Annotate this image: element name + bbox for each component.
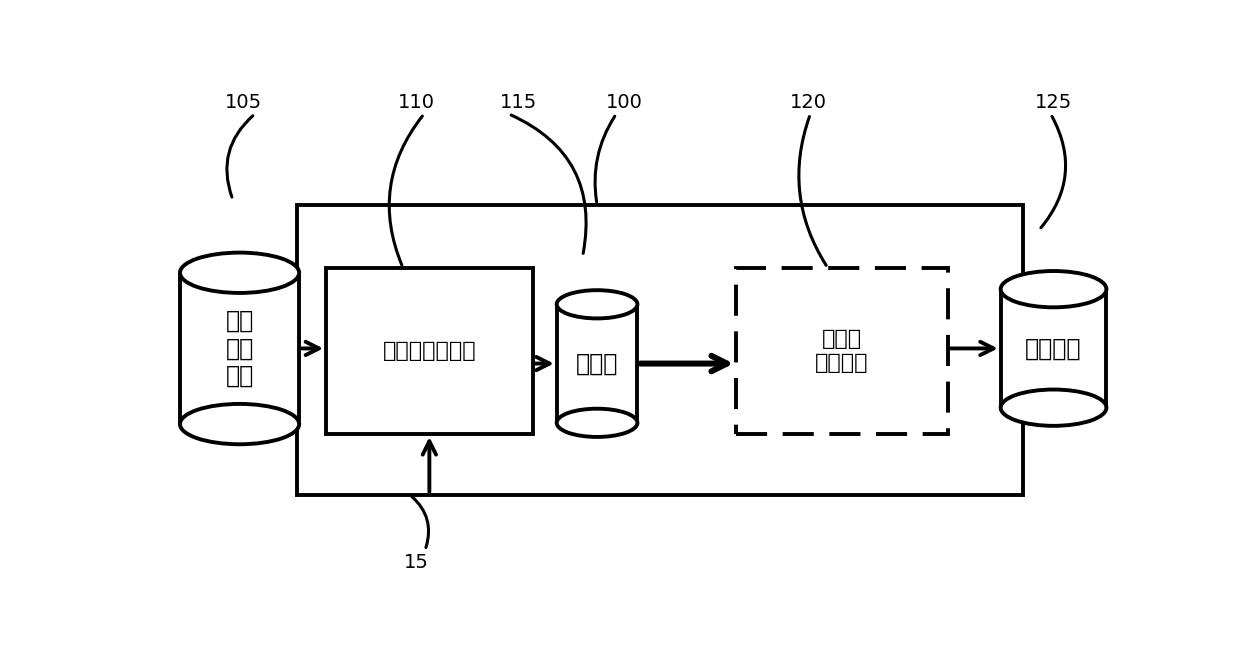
FancyBboxPatch shape bbox=[298, 204, 1023, 495]
Text: 105: 105 bbox=[224, 93, 262, 112]
Ellipse shape bbox=[180, 253, 299, 293]
Text: 125: 125 bbox=[1035, 93, 1073, 112]
Ellipse shape bbox=[1001, 390, 1106, 426]
FancyBboxPatch shape bbox=[180, 272, 299, 424]
Text: 120: 120 bbox=[790, 93, 827, 112]
Ellipse shape bbox=[1001, 271, 1106, 307]
Text: 散射体重建单元: 散射体重建单元 bbox=[383, 341, 476, 361]
Text: 散射体库: 散射体库 bbox=[1025, 337, 1081, 360]
Text: 散射体
建模单元: 散射体 建模单元 bbox=[816, 329, 869, 373]
Text: 100: 100 bbox=[605, 93, 642, 112]
FancyBboxPatch shape bbox=[737, 268, 947, 434]
Text: 115: 115 bbox=[500, 93, 537, 112]
Ellipse shape bbox=[180, 404, 299, 444]
Text: 15: 15 bbox=[404, 553, 429, 572]
Text: 样本
超声
信号: 样本 超声 信号 bbox=[226, 309, 254, 388]
FancyBboxPatch shape bbox=[1001, 289, 1106, 407]
Ellipse shape bbox=[557, 409, 637, 437]
Text: 110: 110 bbox=[398, 93, 435, 112]
FancyBboxPatch shape bbox=[326, 268, 533, 434]
Text: 散射体: 散射体 bbox=[575, 352, 619, 375]
FancyBboxPatch shape bbox=[557, 305, 637, 423]
Ellipse shape bbox=[557, 290, 637, 318]
